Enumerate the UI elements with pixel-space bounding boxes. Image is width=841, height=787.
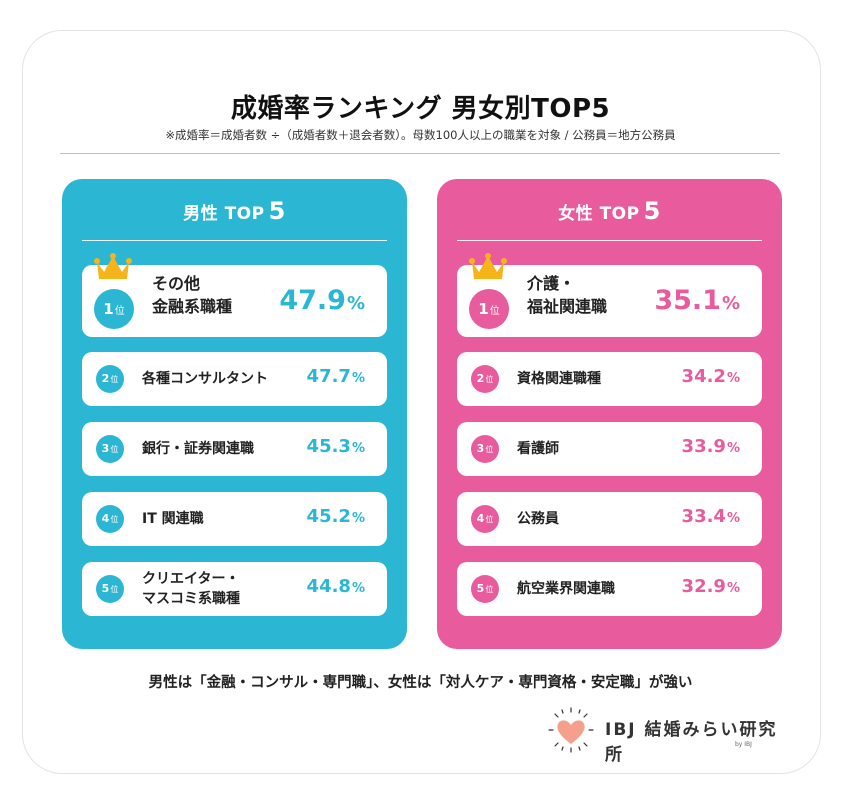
male-heading-label: 男性 TOP — [183, 204, 265, 224]
logo-by: by IBJ — [735, 741, 752, 748]
rank-badge: 3位 — [471, 435, 499, 463]
female-panel-heading: 女性 TOP 5 — [437, 197, 782, 225]
job-title: 銀行・証券関連職 — [142, 441, 254, 457]
ibj-logo: IBJ 結婚みらい研究所 by IBJ — [545, 705, 785, 765]
job-title: 航空業界関連職 — [517, 581, 615, 597]
female-heading-label: 女性 TOP — [558, 204, 640, 224]
rank-badge: 5位 — [96, 575, 124, 603]
female-rank-5-row: 5位 航空業界関連職 32.9% — [457, 562, 762, 616]
success-rate: 47.9% — [279, 285, 365, 316]
female-rank-1-row: 1位 介護・ 福祉関連職 35.1% — [457, 253, 762, 337]
page-title: 成婚率ランキング 男女別TOP5 — [230, 94, 611, 124]
success-rate: 45.3% — [306, 436, 365, 457]
rank-badge: 3位 — [96, 435, 124, 463]
male-rank-4-row: 4位 IT 関連職 45.2% — [82, 492, 387, 546]
rank-badge: 1位 — [469, 289, 509, 329]
job-title: IT 関連職 — [142, 511, 204, 527]
job-title: その他 金融系職種 — [152, 274, 233, 316]
job-title: 介護・ 福祉関連職 — [527, 274, 608, 316]
rank-badge: 5位 — [471, 575, 499, 603]
male-heading-number: 5 — [268, 197, 286, 225]
success-rate: 44.8% — [306, 576, 365, 597]
male-rank-5-row: 5位 クリエイター・ マスコミ系職種 44.8% — [82, 562, 387, 616]
job-title: 各種コンサルタント — [142, 371, 268, 387]
female-rank-2-row: 2位 資格関連職種 34.2% — [457, 352, 762, 406]
male-rank-1-row: 1位 その他 金融系職種 47.9% — [82, 253, 387, 337]
crown-icon — [469, 253, 507, 279]
success-rate: 33.4% — [681, 506, 740, 527]
male-panel-divider — [82, 240, 387, 241]
rank-badge: 2位 — [471, 365, 499, 393]
summary-text: 男性は「金融・コンサル・専門職」、女性は「対人ケア・専門資格・安定職」が強い — [148, 675, 693, 691]
job-title: 看護師 — [517, 441, 559, 457]
female-panel-divider — [457, 240, 762, 241]
male-rank-3-row: 3位 銀行・証券関連職 45.3% — [82, 422, 387, 476]
rank-badge: 4位 — [96, 505, 124, 533]
male-panel-heading: 男性 TOP 5 — [62, 197, 407, 225]
job-title: クリエイター・ マスコミ系職種 — [142, 571, 240, 607]
success-rate: 33.9% — [681, 436, 740, 457]
rank-badge: 1位 — [94, 289, 134, 329]
male-top5-panel: 男性 TOP 5 1位 その他 金融系職種 47.9% 2位 各種コンサルタント 4… — [62, 179, 407, 649]
success-rate: 32.9% — [681, 576, 740, 597]
female-top5-panel: 女性 TOP 5 1位 介護・ 福祉関連職 35.1% 2位 資格関連職種 34.2… — [437, 179, 782, 649]
page-subtitle: ※成婚率＝成婚者数 ÷（成婚者数＋退会者数）。母数100人以上の職業を対象 / … — [165, 128, 676, 142]
heart-sunburst-icon — [548, 707, 594, 753]
female-rank-3-row: 3位 看護師 33.9% — [457, 422, 762, 476]
job-title: 公務員 — [517, 511, 559, 527]
title-divider — [60, 153, 780, 154]
rank-badge: 4位 — [471, 505, 499, 533]
female-rank-4-row: 4位 公務員 33.4% — [457, 492, 762, 546]
female-heading-number: 5 — [643, 197, 661, 225]
success-rate: 45.2% — [306, 506, 365, 527]
male-rank-2-row: 2位 各種コンサルタント 47.7% — [82, 352, 387, 406]
logo-name: IBJ 結婚みらい研究所 — [605, 720, 778, 765]
success-rate: 35.1% — [654, 285, 740, 316]
success-rate: 47.7% — [306, 366, 365, 387]
crown-icon — [94, 253, 132, 279]
job-title: 資格関連職種 — [517, 371, 601, 387]
success-rate: 34.2% — [681, 366, 740, 387]
rank-badge: 2位 — [96, 365, 124, 393]
